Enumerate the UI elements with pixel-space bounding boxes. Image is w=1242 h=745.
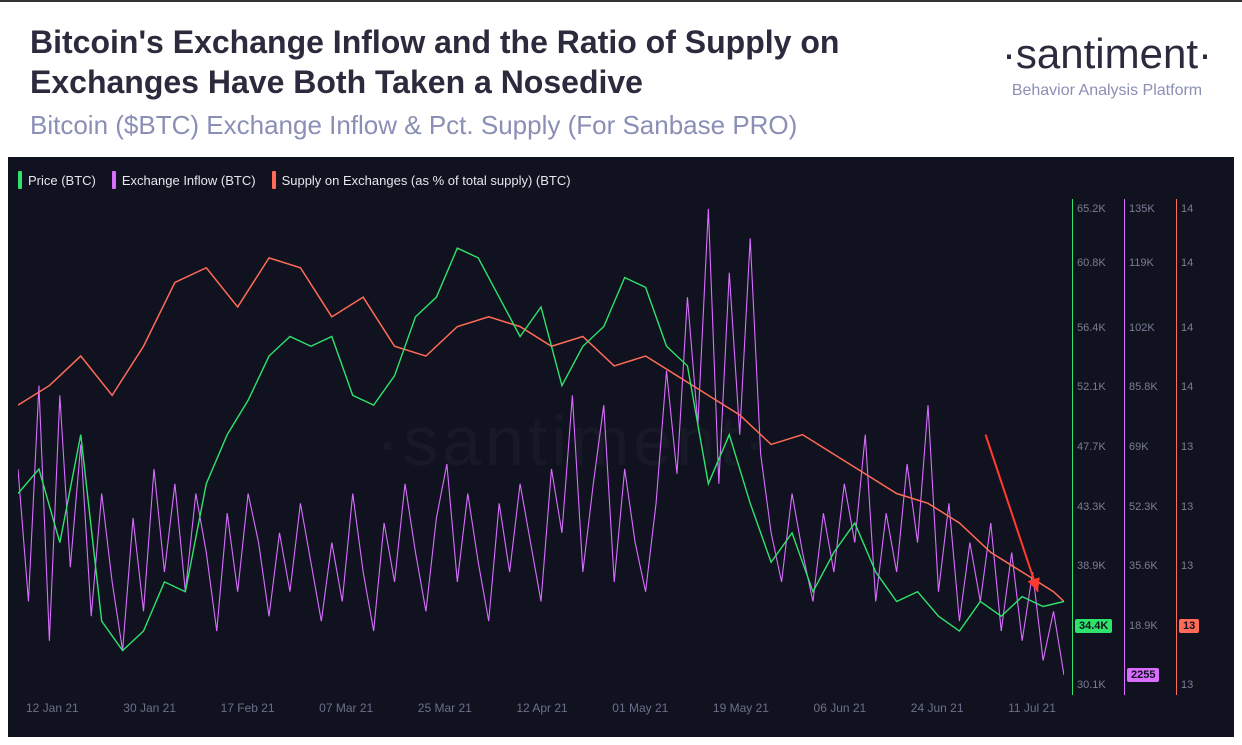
y-tick: 13: [1181, 441, 1193, 453]
chart-area: Price (BTC) Exchange Inflow (BTC) Supply o…: [8, 157, 1234, 737]
y-axis-badge: 13: [1179, 619, 1199, 633]
chart-subtitle: Bitcoin ($BTC) Exchange Inflow & Pct. Su…: [30, 110, 1002, 141]
legend-swatch: [272, 171, 276, 189]
x-tick: 11 Jul 21: [1008, 701, 1056, 719]
legend-item[interactable]: Price (BTC): [18, 171, 96, 189]
chart-svg: [18, 199, 1064, 719]
header: Bitcoin's Exchange Inflow and the Ratio …: [0, 0, 1242, 151]
y-tick: 47.7K: [1077, 441, 1106, 453]
y-tick: 52.1K: [1077, 381, 1106, 393]
y-axes: 65.2K 60.8K 56.4K 52.1K 47.7K 43.3K 38.9K 30.1K…: [1064, 199, 1224, 719]
x-tick: 30 Jan 21: [123, 701, 176, 719]
y-tick: 102K: [1129, 322, 1155, 334]
x-tick: 24 Jun 21: [911, 701, 964, 719]
x-tick: 12 Jan 21: [26, 701, 79, 719]
x-tick: 19 May 21: [713, 701, 769, 719]
y-tick: 35.6K: [1129, 560, 1158, 572]
y-tick: 69K: [1129, 441, 1149, 453]
x-tick: 12 Apr 21: [516, 701, 567, 719]
y-tick: 135K: [1129, 203, 1155, 215]
y-tick: 60.8K: [1077, 257, 1106, 269]
legend: Price (BTC) Exchange Inflow (BTC) Supply o…: [18, 167, 1224, 199]
y-axis-price: 65.2K 60.8K 56.4K 52.1K 47.7K 43.3K 38.9K 30.1K…: [1072, 199, 1120, 695]
legend-item[interactable]: Supply on Exchanges (as % of total suppl…: [272, 171, 571, 189]
legend-label: Supply on Exchanges (as % of total suppl…: [282, 173, 571, 188]
legend-swatch: [18, 171, 22, 189]
x-tick: 07 Mar 21: [319, 701, 373, 719]
brand-logo: ·santiment·: [1002, 30, 1212, 78]
y-tick: 30.1K: [1077, 679, 1106, 691]
brand-block: ·santiment· Behavior Analysis Platform: [1002, 22, 1212, 100]
y-axis-badge: 2255: [1127, 668, 1159, 682]
y-tick: 56.4K: [1077, 322, 1106, 334]
x-tick: 17 Feb 21: [221, 701, 275, 719]
legend-label: Exchange Inflow (BTC): [122, 173, 256, 188]
y-tick: 119K: [1129, 257, 1154, 269]
y-tick: 13: [1181, 560, 1193, 572]
y-tick: 14: [1181, 381, 1193, 393]
legend-label: Price (BTC): [28, 173, 96, 188]
x-axis: 12 Jan 21 30 Jan 21 17 Feb 21 07 Mar 21 25 M…: [18, 695, 1064, 719]
y-axis-inflow: 135K 119K 102K 85.8K 69K 52.3K 35.6K 18.9K 2255: [1124, 199, 1172, 695]
y-tick: 13: [1181, 501, 1193, 513]
legend-swatch: [112, 171, 116, 189]
y-tick: 14: [1181, 203, 1193, 215]
y-tick: 13: [1181, 679, 1193, 691]
y-tick: 14: [1181, 257, 1193, 269]
y-tick: 65.2K: [1077, 203, 1106, 215]
y-tick: 43.3K: [1077, 501, 1106, 513]
y-tick: 38.9K: [1077, 560, 1106, 572]
y-tick: 85.8K: [1129, 381, 1158, 393]
plot-wrap: 12 Jan 21 30 Jan 21 17 Feb 21 07 Mar 21 25 M…: [18, 199, 1224, 719]
series-price: [18, 248, 1064, 650]
x-tick: 25 Mar 21: [418, 701, 472, 719]
chart-title: Bitcoin's Exchange Inflow and the Ratio …: [30, 22, 1002, 102]
series-inflow: [18, 209, 1064, 675]
y-axis-supply: 14 14 14 14 13 13 13 13 13: [1176, 199, 1224, 695]
plot[interactable]: 12 Jan 21 30 Jan 21 17 Feb 21 07 Mar 21 25 M…: [18, 199, 1064, 719]
brand-tagline: Behavior Analysis Platform: [1002, 82, 1212, 100]
y-tick: 52.3K: [1129, 501, 1158, 513]
title-block: Bitcoin's Exchange Inflow and the Ratio …: [30, 22, 1002, 141]
y-tick: 14: [1181, 322, 1193, 334]
x-tick: 01 May 21: [612, 701, 668, 719]
y-tick: 18.9K: [1129, 620, 1158, 632]
y-axis-badge: 34.4K: [1075, 619, 1112, 633]
legend-item[interactable]: Exchange Inflow (BTC): [112, 171, 256, 189]
x-tick: 06 Jun 21: [814, 701, 867, 719]
